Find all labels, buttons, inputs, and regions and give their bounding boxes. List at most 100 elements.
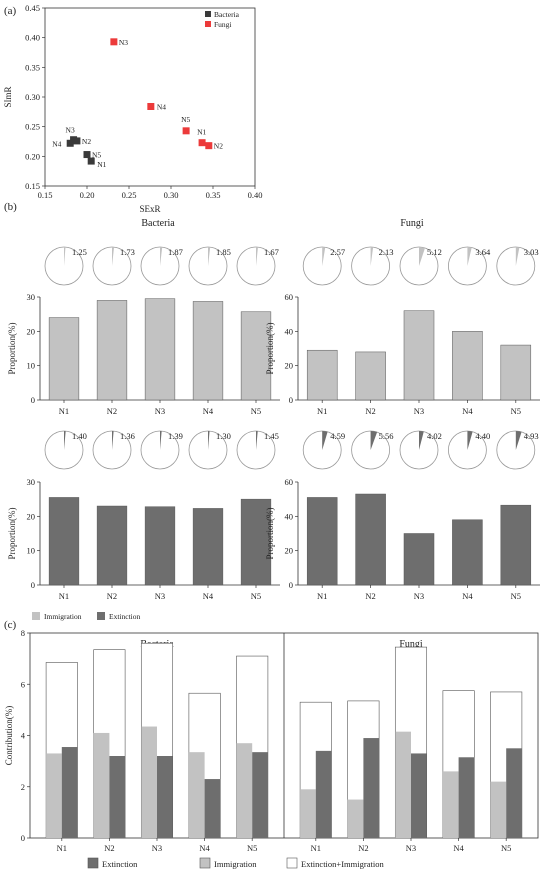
pie-slice bbox=[370, 431, 378, 450]
y-tick-label: 0 bbox=[21, 833, 25, 843]
x-tick-label: N2 bbox=[107, 591, 117, 601]
scatter-point bbox=[87, 157, 95, 165]
x-tick-label: N4 bbox=[462, 406, 473, 416]
x-tick-label: 0.20 bbox=[80, 190, 95, 200]
legend-label: Immigration bbox=[214, 859, 257, 869]
x-tick-label: N4 bbox=[203, 591, 214, 601]
y-tick-label: 0.25 bbox=[25, 122, 40, 132]
bar-immigration bbox=[236, 743, 253, 838]
pie-value-label: 4.40 bbox=[475, 431, 490, 441]
x-tick-label: N5 bbox=[501, 843, 511, 853]
y-tick-label: 4 bbox=[21, 731, 26, 741]
x-tick-label: N2 bbox=[104, 843, 114, 853]
bar bbox=[48, 497, 80, 586]
scatter-point bbox=[205, 142, 213, 150]
bar bbox=[500, 344, 532, 401]
x-tick-label: 0.15 bbox=[38, 190, 53, 200]
pie-slice bbox=[419, 246, 426, 266]
pie-slice bbox=[160, 247, 163, 266]
bar bbox=[144, 298, 176, 401]
x-tick-label: 0.35 bbox=[206, 190, 221, 200]
bar bbox=[403, 533, 435, 586]
pie-value-label: 4.02 bbox=[427, 431, 442, 441]
point-label: N4 bbox=[52, 139, 61, 148]
legend-swatch bbox=[199, 857, 211, 869]
legend-swatch bbox=[97, 612, 105, 620]
bar-extinction bbox=[157, 756, 173, 838]
y-tick-label: 10 bbox=[27, 361, 36, 371]
bar bbox=[306, 497, 338, 586]
bar bbox=[192, 301, 224, 401]
bar-immigration bbox=[490, 781, 507, 838]
pie-slice bbox=[112, 431, 114, 450]
y-tick-label: 40 bbox=[285, 326, 294, 336]
x-tick-label: N2 bbox=[365, 591, 375, 601]
x-tick-label: N2 bbox=[358, 843, 368, 853]
y-tick-label: 20 bbox=[27, 326, 36, 336]
y-tick-label: 10 bbox=[27, 546, 36, 556]
bar bbox=[355, 493, 386, 586]
bar-immigration bbox=[93, 732, 110, 838]
y-tick-label: 30 bbox=[27, 477, 36, 487]
pie-slice bbox=[370, 247, 374, 266]
bar bbox=[192, 508, 224, 586]
y-axis-label: Proportion(%) bbox=[265, 508, 275, 560]
bar bbox=[96, 505, 128, 586]
pie-slice bbox=[64, 247, 66, 266]
panel-label-b: (b) bbox=[4, 201, 17, 213]
bar bbox=[452, 331, 483, 401]
y-tick-label: 2 bbox=[21, 782, 25, 792]
bar bbox=[306, 349, 338, 401]
y-tick-label: 0.35 bbox=[25, 62, 40, 72]
x-tick-label: N4 bbox=[203, 406, 214, 416]
x-tick-label: 0.30 bbox=[164, 190, 179, 200]
pie-value-label: 1.25 bbox=[72, 247, 87, 257]
x-tick-label: N5 bbox=[247, 843, 257, 853]
x-tick-label: 0.25 bbox=[122, 190, 137, 200]
pie-slice bbox=[419, 431, 424, 450]
y-tick-label: 40 bbox=[285, 511, 294, 521]
bar-immigration bbox=[141, 726, 157, 838]
bar-extinction bbox=[204, 779, 221, 838]
legend-swatch bbox=[205, 11, 211, 17]
pie-slice bbox=[64, 430, 66, 450]
point-label: N2 bbox=[82, 137, 91, 146]
y-tick-label: 0 bbox=[289, 580, 293, 590]
legend-swatch bbox=[32, 612, 40, 620]
bar bbox=[355, 351, 386, 401]
bar-immigration bbox=[300, 789, 316, 838]
bar bbox=[144, 506, 176, 586]
bar bbox=[452, 519, 483, 586]
pie-value-label: 2.57 bbox=[330, 247, 345, 257]
bar bbox=[403, 310, 435, 401]
y-axis-label: SImR bbox=[3, 86, 13, 107]
y-axis-label: Proportion(%) bbox=[7, 508, 17, 560]
scatter-point bbox=[70, 136, 78, 144]
pie-slice bbox=[515, 431, 522, 450]
pie-value-label: 1.30 bbox=[216, 431, 231, 441]
pie-slice bbox=[208, 430, 210, 450]
point-label: N5 bbox=[92, 151, 101, 160]
bar bbox=[48, 317, 80, 401]
pie-value-label: 1.40 bbox=[72, 431, 87, 441]
bar-immigration bbox=[395, 731, 411, 838]
bar bbox=[500, 504, 532, 586]
scatter-point bbox=[182, 127, 190, 135]
bar bbox=[240, 311, 272, 401]
y-tick-label: 0 bbox=[289, 395, 293, 405]
x-tick-label: N2 bbox=[107, 406, 117, 416]
bar-immigration bbox=[46, 753, 62, 838]
point-label: N4 bbox=[157, 102, 166, 111]
bar bbox=[96, 300, 128, 401]
y-tick-label: 0.20 bbox=[25, 151, 40, 161]
y-tick-label: 8 bbox=[21, 628, 25, 638]
pie-value-label: 1.67 bbox=[264, 247, 279, 257]
bar-extinction bbox=[315, 750, 332, 838]
pie-value-label: 5.56 bbox=[379, 431, 394, 441]
y-axis-label: Contribution(%) bbox=[4, 706, 14, 766]
x-tick-label: N4 bbox=[199, 843, 210, 853]
pie-value-label: 1.73 bbox=[120, 247, 135, 257]
scatter-point bbox=[198, 139, 206, 147]
point-label: N3 bbox=[66, 126, 75, 135]
